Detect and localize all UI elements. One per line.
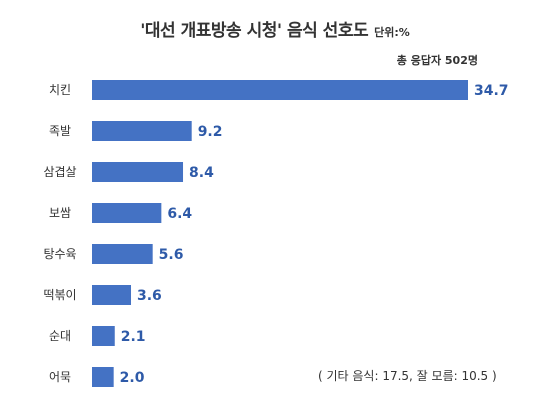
value-label: 2.0 xyxy=(120,370,145,386)
value-label: 8.4 xyxy=(189,165,214,181)
category-label: 순대 xyxy=(49,329,71,343)
value-label: 6.4 xyxy=(167,206,192,222)
bar xyxy=(92,80,468,100)
category-label: 족발 xyxy=(49,124,71,138)
category-label: 어묵 xyxy=(49,370,71,384)
chart-title: '대선 개표방송 시청' 음식 선호도 단위:% xyxy=(0,16,550,41)
category-label: 삼겹살 xyxy=(43,165,76,179)
value-label: 5.6 xyxy=(159,247,184,263)
value-label: 3.6 xyxy=(137,288,162,304)
value-label: 34.7 xyxy=(474,83,509,99)
value-label: 9.2 xyxy=(198,124,223,140)
other-food-note: ( 기타 음식: 17.5, 잘 모름: 10.5 ) xyxy=(318,369,497,383)
category-label: 치킨 xyxy=(49,83,71,97)
value-label: 2.1 xyxy=(121,329,146,345)
category-label: 탕수육 xyxy=(43,247,76,261)
bar xyxy=(92,203,162,223)
unit-label: 단위:% xyxy=(374,26,410,39)
category-label: 떡볶이 xyxy=(43,288,76,302)
bar xyxy=(92,367,114,387)
bar xyxy=(92,285,132,305)
bar xyxy=(92,121,192,141)
bar xyxy=(92,244,153,264)
category-label: 보쌈 xyxy=(49,206,71,220)
bar xyxy=(92,162,184,182)
chart-title-text: '대선 개표방송 시청' 음식 선호도 xyxy=(140,21,369,41)
respondents-label: 총 응답자 502명 xyxy=(396,54,478,67)
bar xyxy=(92,326,115,346)
